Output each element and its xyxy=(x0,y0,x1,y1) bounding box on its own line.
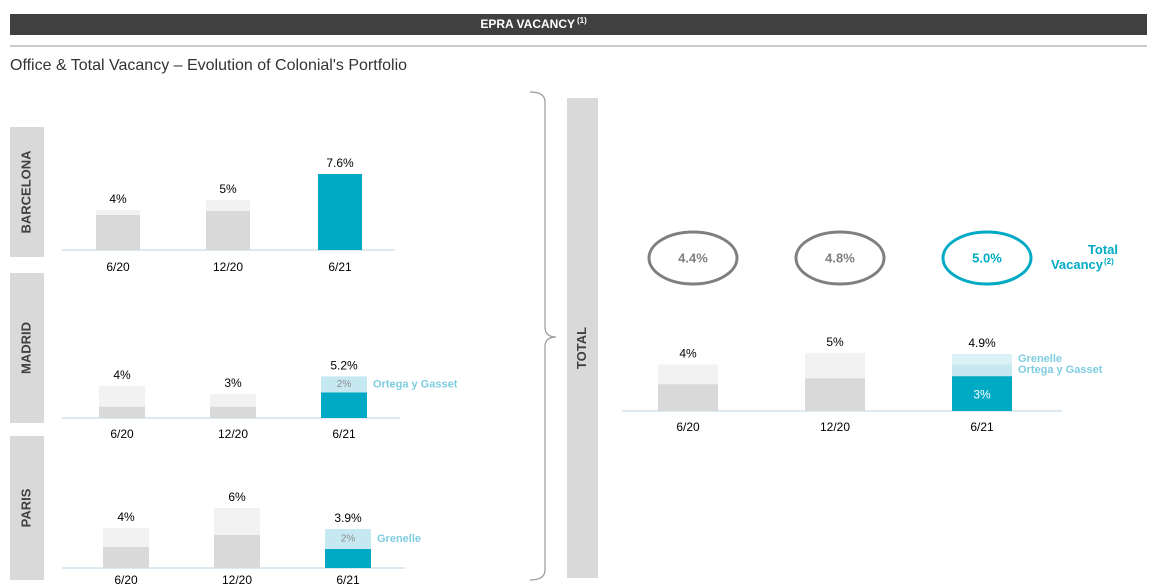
vacancy-note: (2) xyxy=(1104,257,1114,266)
value-label: 4% xyxy=(113,368,131,382)
category-label: 6/21 xyxy=(970,420,994,434)
bar-base xyxy=(214,535,260,568)
segment xyxy=(952,354,1012,365)
bar-base xyxy=(206,211,250,250)
value-label: 5% xyxy=(219,182,237,196)
side-label: BARCELONA xyxy=(18,150,33,234)
segment-name: Ortega y Gasset xyxy=(1018,364,1103,376)
category-label: 6/21 xyxy=(332,427,356,441)
side-label: PARIS xyxy=(18,488,33,527)
category-label: 6/20 xyxy=(110,427,134,441)
segment xyxy=(321,376,367,393)
vacancy-ellipse xyxy=(941,230,1033,286)
side-label-box xyxy=(10,127,44,257)
bar-base xyxy=(103,547,149,568)
side-label-box xyxy=(10,273,44,423)
bar-base xyxy=(99,406,145,418)
bar-base xyxy=(658,384,718,411)
bar-base xyxy=(952,376,1012,411)
value-label: 3% xyxy=(224,376,242,390)
subtitle: Office & Total Vacancy – Evolution of Co… xyxy=(10,57,407,74)
value-label: 5.2% xyxy=(330,359,358,373)
value-label: 7.6% xyxy=(326,156,354,170)
category-label: 12/20 xyxy=(218,427,248,441)
value-label: 4.9% xyxy=(968,336,996,350)
bar-base xyxy=(321,392,367,418)
category-label: 6/21 xyxy=(336,573,360,585)
category-label: 6/21 xyxy=(328,260,352,274)
value-label: 4% xyxy=(109,192,127,206)
side-label-box xyxy=(10,436,44,580)
segment-name: Ortega y Gasset xyxy=(373,378,458,390)
segment-name: Grenelle xyxy=(1018,353,1062,365)
value-label: 5% xyxy=(826,335,844,349)
value-label: 4% xyxy=(679,347,697,361)
segment-name: Grenelle xyxy=(377,533,421,545)
segment xyxy=(952,364,1012,377)
vacancy-label: 4.8% xyxy=(825,250,855,265)
category-label: 6/20 xyxy=(114,573,138,585)
side-label: TOTAL xyxy=(574,327,589,369)
bar-base xyxy=(96,215,140,250)
segment xyxy=(325,529,371,549)
category-label: 6/20 xyxy=(676,420,700,434)
segment-label: 2% xyxy=(341,534,356,545)
header-bar xyxy=(10,14,1147,35)
vacancy-ellipse xyxy=(647,230,739,286)
vacancy-ellipse xyxy=(794,230,886,286)
side-label: MADRID xyxy=(18,322,33,374)
vacancy-label: 5.0% xyxy=(972,250,1002,265)
bar-base xyxy=(318,174,362,250)
category-label: 12/20 xyxy=(213,260,243,274)
vacancy-title-line: Total xyxy=(1088,242,1118,257)
segment-label: 2% xyxy=(337,379,352,390)
value-label: 3.9% xyxy=(334,511,362,525)
value-label: 4% xyxy=(117,510,135,524)
bar-base xyxy=(325,549,371,568)
category-label: 12/20 xyxy=(820,420,850,434)
side-label-box xyxy=(567,98,598,578)
value-label: 6% xyxy=(228,490,246,504)
bar-base xyxy=(805,378,865,411)
category-label: 6/20 xyxy=(106,260,130,274)
bracket xyxy=(529,91,557,581)
bar-base xyxy=(210,406,256,418)
category-label: 12/20 xyxy=(222,573,252,585)
vacancy-title: Total Vacancy xyxy=(1051,242,1118,272)
base-label: 3% xyxy=(973,388,991,402)
header-note: (1) xyxy=(577,16,587,25)
header-title: EPRA VACANCY xyxy=(480,17,575,31)
vacancy-label: 4.4% xyxy=(678,250,708,265)
vacancy-title-line: Vacancy xyxy=(1051,257,1104,272)
